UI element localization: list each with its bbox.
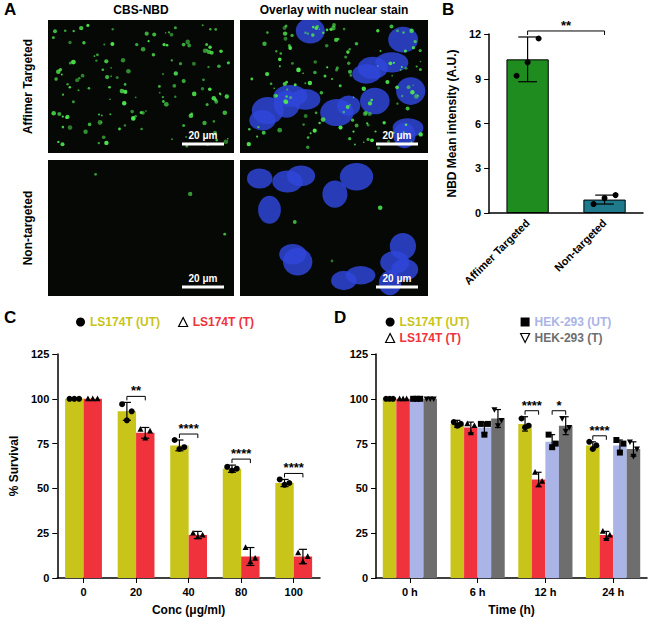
svg-text:20: 20: [130, 586, 142, 598]
svg-text:80: 80: [235, 586, 247, 598]
svg-text:0: 0: [43, 572, 49, 584]
svg-text:0: 0: [362, 572, 368, 584]
svg-text:20 μm: 20 μm: [383, 130, 412, 141]
svg-text:LS174T (T): LS174T (T): [193, 315, 254, 329]
svg-text:100: 100: [350, 393, 368, 405]
svg-text:Conc (μg/ml): Conc (μg/ml): [152, 603, 225, 617]
svg-text:125: 125: [31, 348, 49, 360]
svg-text:50: 50: [37, 482, 49, 494]
svg-text:100: 100: [31, 393, 49, 405]
svg-text:HEK-293 (T): HEK-293 (T): [535, 331, 603, 345]
svg-text:25: 25: [37, 527, 49, 539]
svg-text:****: ****: [522, 398, 543, 413]
svg-text:**: **: [131, 383, 142, 398]
svg-text:NBD Mean intensity (A.U.): NBD Mean intensity (A.U.): [445, 49, 459, 197]
svg-text:****: ****: [231, 446, 252, 461]
svg-text:6 h: 6 h: [470, 586, 486, 598]
html-text:C: C: [4, 308, 17, 327]
svg-text:100: 100: [285, 586, 303, 598]
svg-text:12 h: 12 h: [534, 586, 556, 598]
html-text:B: B: [442, 0, 455, 19]
svg-text:125: 125: [350, 348, 368, 360]
svg-text:20 μm: 20 μm: [383, 273, 412, 284]
svg-text:Non-targeted: Non-targeted: [21, 191, 35, 266]
svg-text:20 μm: 20 μm: [189, 273, 218, 284]
svg-text:% Survival: % Survival: [7, 436, 21, 497]
svg-text:24 h: 24 h: [602, 586, 624, 598]
svg-text:12: 12: [469, 28, 481, 40]
svg-text:75: 75: [356, 438, 368, 450]
svg-text:Affimer Targeted: Affimer Targeted: [21, 39, 35, 134]
svg-text:****: ****: [179, 421, 200, 436]
html-text:D: D: [334, 308, 347, 327]
svg-text:75: 75: [37, 438, 49, 450]
svg-text:0 h: 0 h: [402, 586, 418, 598]
svg-text:HEK-293 (UT): HEK-293 (UT): [535, 315, 612, 329]
svg-text:Time (h): Time (h): [488, 603, 534, 617]
svg-text:9: 9: [475, 73, 481, 85]
svg-text:****: ****: [284, 460, 305, 475]
svg-text:*: *: [556, 398, 562, 413]
svg-text:LS174T (T): LS174T (T): [400, 331, 461, 345]
svg-text:3: 3: [475, 162, 481, 174]
svg-text:6: 6: [475, 118, 481, 130]
svg-text:0: 0: [80, 586, 86, 598]
svg-text:**: **: [561, 18, 572, 33]
svg-text:Affimer Targeted: Affimer Targeted: [462, 217, 532, 287]
svg-text:20 μm: 20 μm: [189, 130, 218, 141]
svg-text:LS174T (UT): LS174T (UT): [90, 315, 160, 329]
html-text:A: A: [4, 0, 17, 19]
svg-text:CBS-NBD: CBS-NBD: [113, 3, 169, 17]
svg-text:****: ****: [589, 423, 610, 438]
svg-text:40: 40: [183, 586, 195, 598]
svg-text:50: 50: [356, 482, 368, 494]
svg-text:Non-targeted: Non-targeted: [552, 217, 609, 274]
svg-text:0: 0: [475, 207, 481, 219]
svg-text:25: 25: [356, 527, 368, 539]
svg-text:Overlay with nuclear stain: Overlay with nuclear stain: [260, 3, 409, 17]
svg-text:LS174T (UT): LS174T (UT): [400, 315, 470, 329]
